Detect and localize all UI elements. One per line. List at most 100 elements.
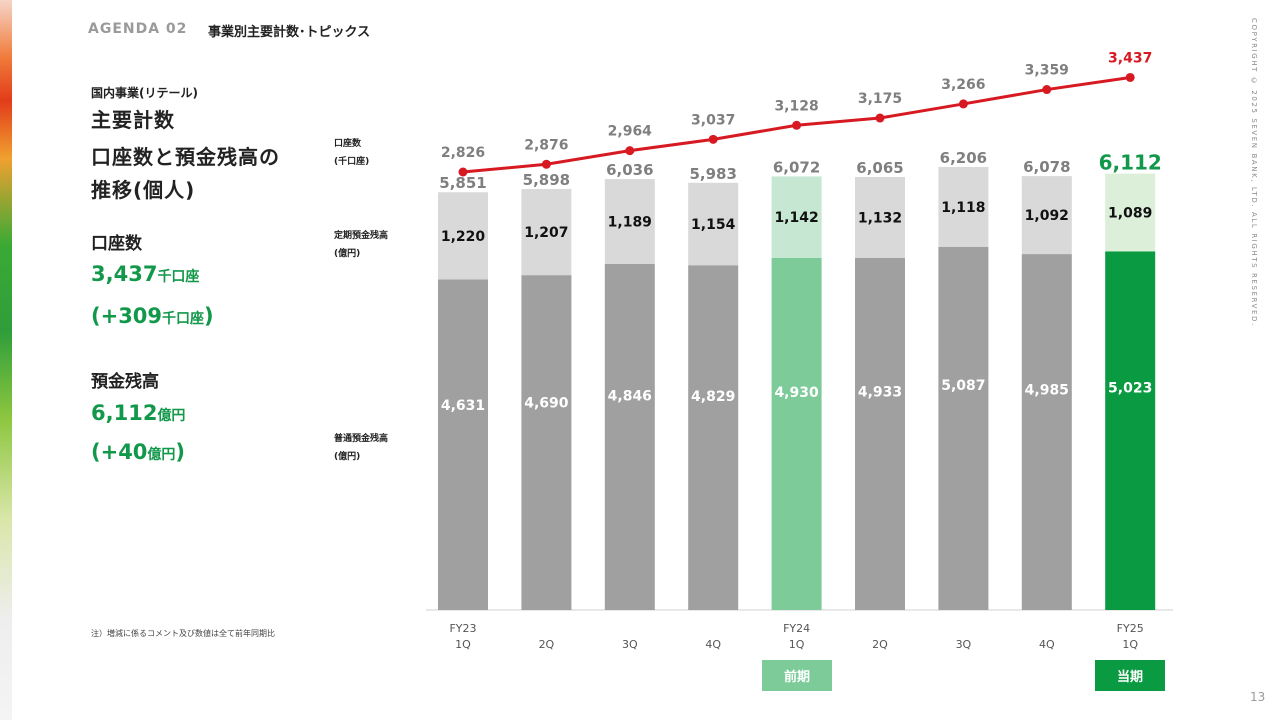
accounts-point [625, 146, 635, 156]
deposits-change-unit: 億円 [147, 447, 176, 463]
row-label-time-deposits: 定期預金残高 (億円) [334, 227, 388, 263]
accounts-change-close: ) [204, 304, 214, 328]
ordinary-deposit-bar [521, 275, 572, 610]
row-label-ordinary-deposits-title: 普通預金残高 [334, 434, 389, 444]
accounts-value: 3,437 [91, 262, 158, 286]
time-deposit-bar [855, 176, 905, 258]
page-number: 13 [1250, 690, 1266, 704]
ordinary-deposit-bar [438, 279, 488, 610]
ordinary-deposit-bar [604, 263, 655, 610]
time-deposit-label: 1,189 [608, 215, 652, 231]
x-tick-quarter: 2Q [539, 638, 555, 651]
accounts-kpi-change: (+309千口座) [91, 304, 214, 328]
time-deposit-bar [688, 182, 739, 266]
accounts-kpi-label: 口座数 [91, 234, 142, 254]
ordinary-deposit-label: 5,023 [1108, 381, 1152, 397]
accounts-label: 2,826 [441, 145, 485, 161]
x-tick-quarter: 2Q [872, 638, 888, 651]
accounts-label: 3,037 [691, 112, 735, 128]
total-deposit-label: 6,065 [856, 159, 903, 177]
ordinary-deposit-label: 4,631 [441, 398, 485, 414]
time-deposit-label: 1,154 [691, 217, 736, 233]
ordinary-deposit-bar [1021, 254, 1072, 611]
total-deposit-label: 6,036 [606, 161, 653, 179]
deposits-value-unit: 億円 [157, 408, 186, 424]
x-tick-quarter: 4Q [705, 638, 721, 651]
section-title: 事業別主要計数･トピックス [208, 25, 371, 40]
accounts-label: 3,175 [858, 91, 902, 107]
time-deposit-bar [1021, 176, 1072, 255]
total-deposit-label: 6,206 [940, 149, 987, 167]
total-deposit-label: 6,072 [773, 158, 820, 176]
segment-subheading: 国内事業(リテール) [91, 86, 198, 100]
time-deposit-bar [938, 166, 989, 247]
accounts-point [541, 159, 551, 169]
accounts-kpi-value: 3,437千口座 [91, 262, 199, 286]
main-heading-line-1: 主要計数 [91, 108, 175, 132]
accounts-label: 2,964 [608, 124, 653, 140]
accounts-change-value: (+309 [91, 304, 163, 328]
x-tick-fiscal-year: FY24 [783, 622, 810, 635]
ordinary-deposit-label: 4,930 [774, 385, 819, 401]
time-deposit-bar [604, 179, 655, 264]
time-deposit-bar [521, 188, 572, 276]
time-deposit-bar [1105, 173, 1156, 252]
row-label-ordinary-deposits-unit: (億円) [334, 452, 361, 462]
total-deposit-label: 5,983 [689, 165, 736, 183]
deposits-kpi-label: 預金残高 [91, 372, 159, 392]
time-deposit-label: 1,220 [441, 229, 486, 245]
time-deposit-bar [438, 192, 488, 280]
accounts-change-unit: 千口座 [162, 311, 205, 327]
x-tick-quarter: 1Q [789, 638, 805, 651]
deposits-kpi-change: (+40億円) [91, 440, 185, 464]
row-label-time-deposits-unit: (億円) [334, 249, 361, 259]
decorative-color-strip [0, 0, 12, 720]
ordinary-deposit-label: 4,690 [524, 395, 569, 411]
x-tick-quarter: 4Q [1039, 638, 1055, 651]
ordinary-deposit-label: 4,985 [1025, 382, 1069, 398]
x-tick-quarter: 1Q [1122, 638, 1138, 651]
deposits-change-value: (+40 [91, 440, 148, 464]
row-label-accounts-unit: (千口座) [334, 157, 370, 167]
row-label-time-deposits-title: 定期預金残高 [334, 231, 389, 241]
current-period-badge: 当期 [1095, 660, 1165, 691]
accounts-point [708, 134, 718, 144]
previous-period-badge: 前期 [762, 660, 832, 691]
agenda-label: AGENDA 02 [88, 21, 188, 37]
ordinary-deposit-label: 5,087 [941, 378, 985, 394]
copyright-notice: COPYRIGHT © 2025 SEVEN BANK, LTD. ALL RI… [1250, 18, 1258, 327]
ordinary-deposit-label: 4,829 [691, 389, 735, 405]
time-deposit-label: 1,118 [941, 200, 985, 216]
time-deposit-label: 1,132 [858, 210, 902, 226]
accounts-label: 3,359 [1025, 63, 1069, 79]
ordinary-deposit-bar [855, 257, 905, 610]
ordinary-deposit-label: 4,933 [858, 385, 902, 401]
time-deposit-label: 1,092 [1025, 208, 1069, 224]
x-tick-fiscal-year: FY25 [1117, 622, 1144, 635]
x-tick-fiscal-year: FY23 [449, 622, 476, 635]
total-deposit-label: 6,112 [1099, 151, 1162, 175]
total-deposit-label: 6,078 [1023, 158, 1070, 176]
x-tick-quarter: 3Q [956, 638, 972, 651]
accounts-point [792, 120, 802, 130]
accounts-point [1042, 85, 1052, 95]
total-deposit-label: 5,851 [439, 174, 486, 192]
time-deposit-label: 1,142 [774, 210, 818, 226]
time-deposit-bar [771, 176, 822, 258]
time-deposit-label: 1,207 [524, 225, 568, 241]
main-heading-line-3: 推移(個人) [91, 178, 196, 202]
accounts-point [1125, 72, 1135, 82]
accounts-point [875, 113, 885, 123]
accounts-value-unit: 千口座 [157, 269, 200, 285]
total-deposit-label: 5,898 [523, 171, 570, 189]
accounts-label: 3,437 [1108, 50, 1152, 66]
main-heading-line-2: 口座数と預金残高の [91, 145, 280, 169]
row-label-accounts: 口座数 (千口座) [334, 135, 369, 171]
x-tick-quarter: 3Q [622, 638, 638, 651]
ordinary-deposit-bar [771, 257, 822, 610]
accounts-label: 2,876 [524, 137, 568, 153]
footnote: 注）増減に係るコメント及び数値は全て前年同期比 [91, 629, 275, 638]
x-tick-quarter: 1Q [455, 638, 471, 651]
ordinary-deposit-label: 4,846 [608, 388, 652, 404]
